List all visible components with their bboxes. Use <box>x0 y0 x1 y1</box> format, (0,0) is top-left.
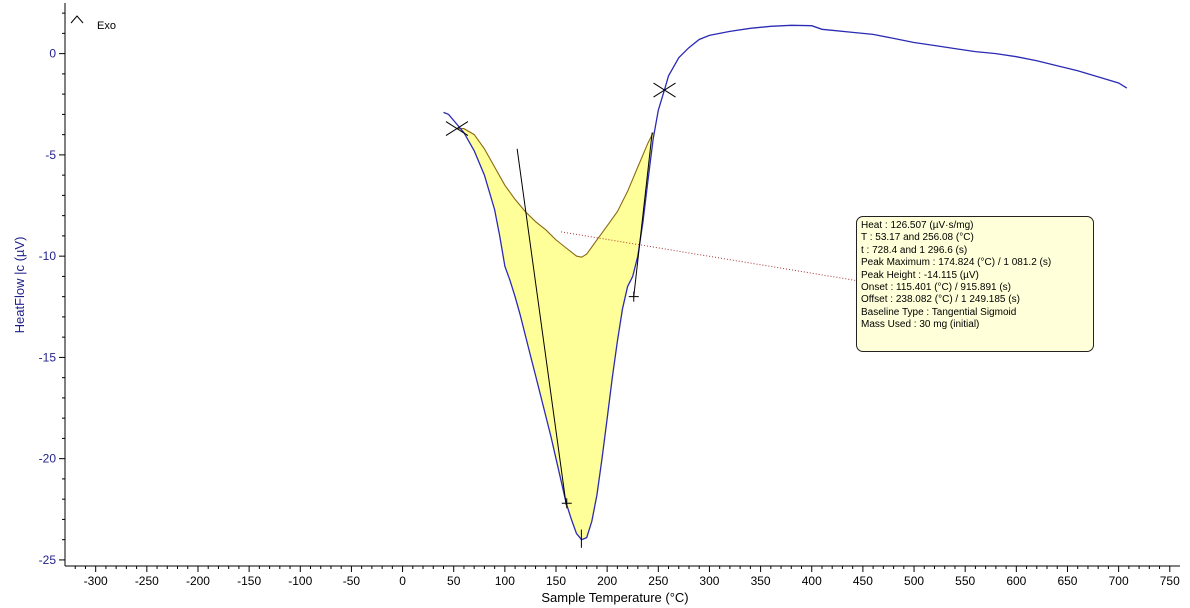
curves <box>443 24 1128 541</box>
heatflow-line <box>443 24 1128 541</box>
result-value: 174.824 (°C) / 1 081.2 (s) <box>935 257 1052 269</box>
exo-label: Exo <box>97 20 116 32</box>
exo-arrow-icon <box>70 15 84 24</box>
x-tick-label: -200 <box>186 574 210 588</box>
result-key: Heat : <box>861 220 888 231</box>
result-row: Baseline Type : Tangential Sigmoid <box>861 307 1089 319</box>
result-key: t : <box>861 244 870 256</box>
result-row: Peak Height : -14.115 (µV) <box>861 270 1089 282</box>
result-value: -14.115 (µV) <box>921 269 979 281</box>
result-key: Peak Maximum : <box>861 257 936 269</box>
peak-fill <box>456 126 654 540</box>
limit-x-marker <box>653 82 676 98</box>
result-key: Mass Used : <box>861 319 917 331</box>
exo-indicator: Exo <box>70 15 116 32</box>
x-tick-label: 450 <box>853 574 873 588</box>
annotations <box>445 82 869 548</box>
x-tick-label: 150 <box>546 574 566 588</box>
x-tick-label: 250 <box>648 574 668 588</box>
result-row: Mass Used : 30 mg (initial) <box>861 319 1089 331</box>
result-row: Onset : 115.401 (°C) / 915.891 (s) <box>861 282 1089 294</box>
x-tick-label: 200 <box>597 574 617 588</box>
y-tick-label: 0 <box>49 47 56 61</box>
result-value: Tangential Sigmoid <box>929 306 1017 318</box>
x-tick-label: 550 <box>955 574 975 588</box>
limit-x-marker <box>445 121 469 136</box>
x-tick-label: 400 <box>802 574 822 588</box>
x-tick-label: 350 <box>751 574 771 588</box>
x-tick-label: 100 <box>495 574 515 588</box>
x-tick-label: -100 <box>288 574 312 588</box>
result-row: t : 728.4 and 1 296.6 (s) <box>861 245 1089 257</box>
x-tick-label: -50 <box>343 574 361 588</box>
x-tick-label: 750 <box>1160 574 1180 588</box>
result-value: 728.4 and 1 296.6 (s) <box>869 244 968 256</box>
result-row: Offset : 238.082 (°C) / 1 249.185 (s) <box>861 294 1089 306</box>
x-tick-label: -150 <box>237 574 261 588</box>
y-tick-label: -25 <box>39 553 57 567</box>
x-tick-label: 600 <box>1006 574 1026 588</box>
x-tick-label: 650 <box>1057 574 1077 588</box>
y-tick-label: -10 <box>39 249 57 263</box>
tangent-cross-marker <box>561 498 572 509</box>
onset-tangent-line <box>516 148 567 506</box>
axes: -300 -250 -200 -150 -100 -50 0 50 100 150 200 250 30… <box>39 3 1180 588</box>
result-value: 126.507 (µV·s/mg) <box>887 220 974 231</box>
y-tick-label: -15 <box>39 350 57 364</box>
result-key: Offset : <box>861 294 894 306</box>
offset-tangent-line <box>633 132 653 297</box>
y-tick-label: -5 <box>45 148 56 162</box>
result-key: Peak Height : <box>861 269 922 281</box>
x-tick-label: 300 <box>699 574 719 588</box>
y-tick-label: -20 <box>39 452 57 466</box>
result-row: Peak Maximum : 174.824 (°C) / 1 081.2 (s… <box>861 257 1089 269</box>
x-tick-label: -250 <box>135 574 159 588</box>
x-tick-label: 0 <box>399 574 406 588</box>
baseline-line <box>457 128 654 258</box>
y-axis-title: HeatFlow |c (µV) <box>12 237 27 334</box>
result-key: T : <box>861 232 873 244</box>
x-tick-label: 50 <box>447 574 461 588</box>
result-value: 238.082 (°C) / 1 249.185 (s) <box>893 294 1020 306</box>
x-tick-label: -300 <box>84 574 108 588</box>
result-row: T : 53.17 and 256.08 (°C) <box>861 232 1089 244</box>
x-tick-label: 500 <box>904 574 924 588</box>
result-key: Baseline Type : <box>861 306 930 318</box>
peak-area <box>456 126 654 540</box>
result-value: 115.401 (°C) / 915.891 (s) <box>893 282 1012 294</box>
result-value: 30 mg (initial) <box>916 319 980 331</box>
tangent-cross-marker <box>628 291 639 302</box>
result-key: Onset : <box>861 282 894 294</box>
result-value: 53.17 and 256.08 (°C) <box>872 232 974 244</box>
x-axis-title: Sample Temperature (°C) <box>541 590 688 605</box>
x-tick-label: 700 <box>1109 574 1129 588</box>
result-row: Heat : 126.507 (µV·s/mg) <box>861 220 1089 232</box>
results-tooltip: Heat : 126.507 (µV·s/mg) T : 53.17 and 25… <box>856 216 1094 352</box>
leader-line <box>561 231 869 283</box>
